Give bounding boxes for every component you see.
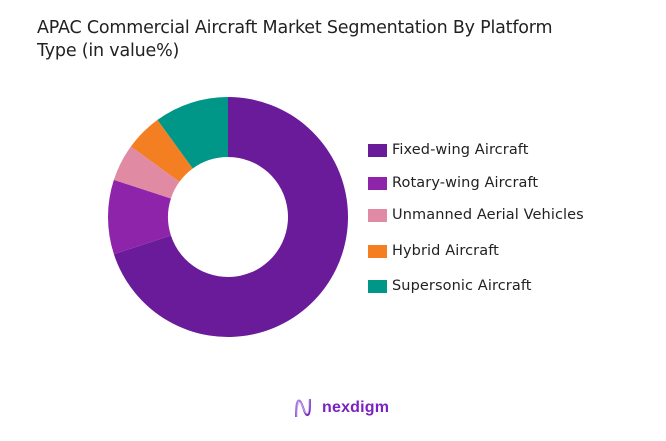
legend-swatch: [368, 208, 387, 222]
chart-title: APAC Commercial Aircraft Market Segmenta…: [37, 17, 637, 63]
legend-label: Supersonic Aircraft: [392, 278, 532, 294]
nexdigm-logo: nexdigm: [294, 398, 389, 418]
chart-title-line-1: APAC Commercial Aircraft Market Segmenta…: [37, 18, 553, 38]
legend-item-fixed-wing-aircraft: Fixed-wing Aircraft: [368, 142, 529, 158]
donut-slice-rotary-wing-aircraft: [107, 179, 171, 255]
legend-swatch: [368, 143, 387, 157]
donut-slice-supersonic-aircraft: [157, 97, 228, 169]
nexdigm-wave-n-icon: [295, 398, 311, 418]
donut-slice-hybrid-aircraft: [130, 119, 193, 182]
legend-swatch: [368, 244, 387, 258]
chart-title-line-2: Type (in value%): [37, 41, 180, 61]
logo-text: nexdigm: [322, 399, 390, 416]
legend-label: Rotary-wing Aircraft: [392, 175, 539, 191]
legend-label: Unmanned Aerial Vehicles: [392, 207, 584, 223]
donut-slice-unmanned-aerial-vehicles: [113, 146, 180, 199]
legend-item-rotary-wing-aircraft: Rotary-wing Aircraft: [368, 175, 538, 191]
legend-item-supersonic-aircraft: Supersonic Aircraft: [368, 278, 532, 294]
legend-label: Hybrid Aircraft: [392, 243, 499, 259]
legend-swatch: [368, 176, 387, 190]
legend-item-unmanned-aerial-vehicles: Unmanned Aerial Vehicles: [368, 207, 584, 223]
legend-swatch: [368, 279, 387, 293]
legend-item-hybrid-aircraft: Hybrid Aircraft: [368, 243, 499, 259]
donut-slice-fixed-wing-aircraft: [113, 97, 348, 337]
legend-label: Fixed-wing Aircraft: [392, 142, 529, 158]
